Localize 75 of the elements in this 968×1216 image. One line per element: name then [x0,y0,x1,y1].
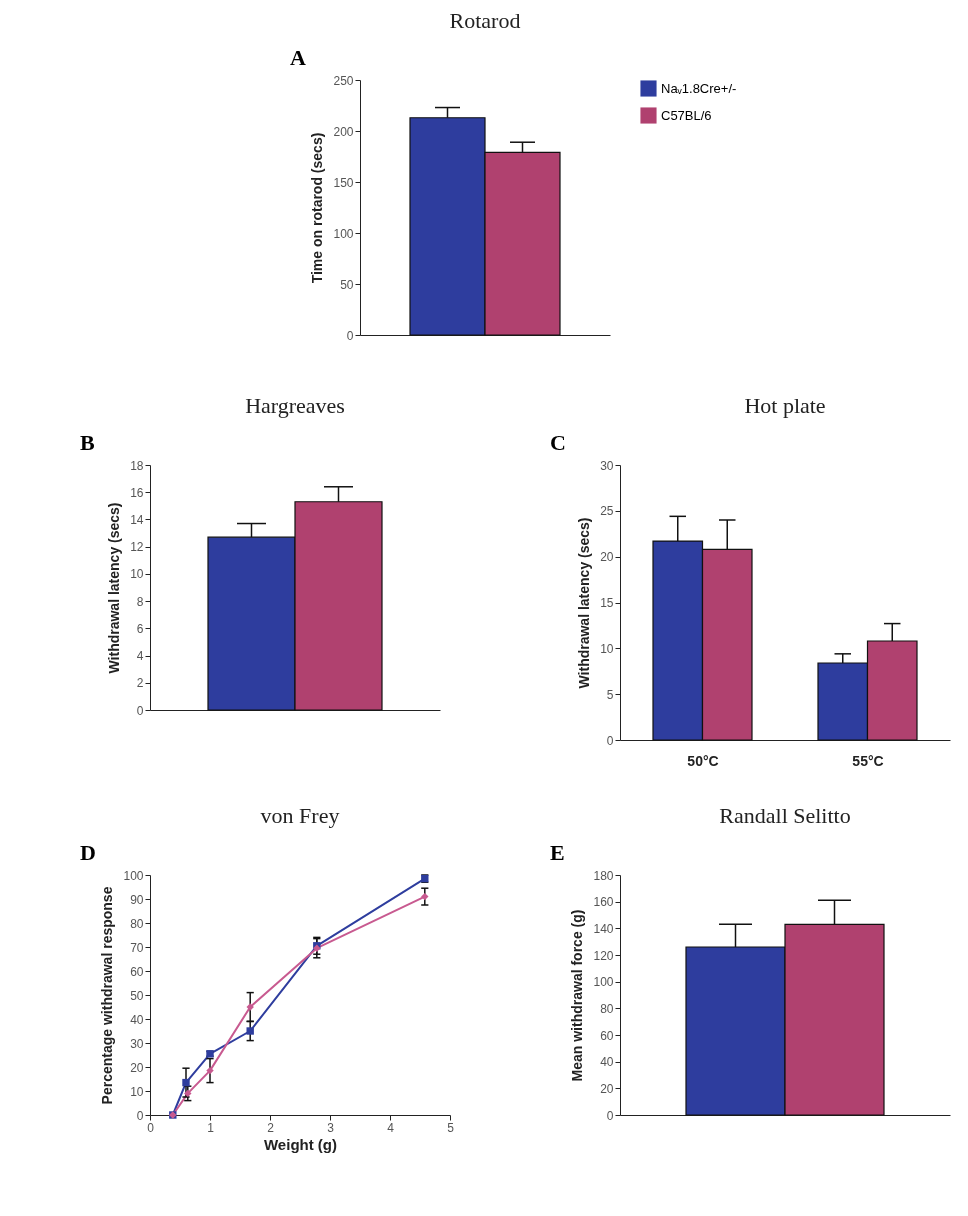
y-tick-label: 80 [130,916,144,931]
y-tick-label: 50 [340,277,354,292]
text: D [80,840,96,865]
text: C [550,430,566,455]
point [184,1089,192,1098]
y-tick-label: 100 [333,226,354,241]
y-tick-label: 160 [593,895,614,910]
x-tick-label: 50°C [687,752,719,769]
y-tick-label: 40 [600,1055,614,1070]
y-tick-label: 5 [606,687,614,702]
chart-title: Hot plate [744,393,826,418]
x-axis-title: Weight (g) [263,1135,338,1153]
y-tick-label: 10 [600,641,614,656]
y-axis-title: Percentage withdrawal response [99,886,116,1105]
legend-label: Naᵥ1.8Cre+/- [661,80,737,96]
y-tick-label: 150 [333,175,354,190]
x-tick-label: 55°C [852,752,884,769]
x-tick-label: 2 [267,1120,275,1135]
y-tick-label: 100 [123,868,144,883]
y-tick-label: 10 [130,1084,144,1099]
chart-title: Rotarod [449,8,521,33]
y-tick-label: 250 [333,73,354,88]
y-tick-label: 0 [136,703,144,718]
y-tick-label: 6 [136,621,144,636]
x-tick-label: 0 [147,1120,155,1135]
y-tick-label: 20 [600,1081,614,1096]
y-tick-label: 180 [593,868,614,883]
y-tick-label: 120 [593,948,614,963]
y-tick-label: 10 [130,567,144,582]
x-tick-label: 1 [207,1120,215,1135]
y-tick-label: 4 [136,649,144,664]
y-tick-label: 90 [130,892,144,907]
x-tick-label: 3 [327,1120,335,1135]
y-tick-label: 30 [130,1036,144,1051]
y-tick-label: 15 [600,596,614,610]
y-tick-label: 100 [593,975,614,990]
chart-title: von Frey [260,803,340,828]
y-tick-label: 60 [600,1028,614,1043]
y-tick-label: 60 [130,964,144,979]
y-tick-label: 14 [130,512,144,527]
y-tick-label: 12 [130,540,144,555]
y-tick-label: 70 [130,940,144,955]
y-axis-title: Withdrawal latency (secs) [576,517,593,689]
text: B [80,430,95,455]
y-tick-label: 50 [130,988,144,1003]
y-tick-label: 25 [600,504,614,519]
y-tick-label: 200 [333,124,354,139]
chart-title: Randall Selitto [719,803,851,828]
y-tick-label: 16 [130,485,144,500]
y-tick-label: 20 [600,550,614,565]
y-tick-label: 18 [130,458,144,473]
y-tick-label: 0 [606,733,614,748]
point [206,1066,214,1075]
chart-title: Hargreaves [245,393,345,418]
x-tick-label: 4 [387,1120,395,1135]
y-tick-label: 80 [600,1001,614,1016]
y-tick-label: 0 [606,1108,614,1123]
point [421,892,429,901]
x-tick-label: 5 [447,1120,455,1135]
y-tick-label: 140 [593,921,614,936]
y-tick-label: 20 [130,1060,144,1075]
y-tick-label: 0 [136,1108,144,1123]
y-axis-title: Time on rotarod (secs) [309,132,326,284]
y-tick-label: 0 [346,328,354,343]
y-axis-title: Withdrawal latency (secs) [106,502,123,674]
y-axis-title: Mean withdrawal force (g) [569,909,586,1082]
y-tick-label: 30 [600,458,614,473]
point [182,1078,190,1087]
text: A [290,45,306,70]
legend-label: C57BL/6 [661,107,712,123]
y-tick-label: 40 [130,1012,144,1027]
text: E [550,840,565,865]
point [246,1027,254,1035]
y-tick-label: 2 [136,676,144,691]
y-tick-label: 8 [136,594,144,609]
